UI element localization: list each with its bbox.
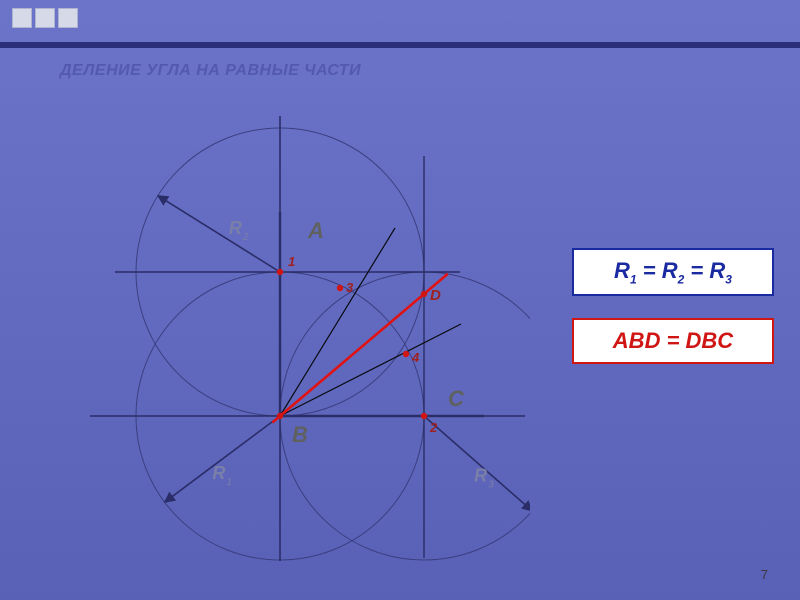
square-icon [35, 8, 55, 28]
svg-text:R: R [474, 465, 487, 485]
formula-radii-equal: R1 = R2 = R3 [572, 248, 774, 296]
svg-text:C: C [448, 386, 465, 411]
decorative-squares [12, 8, 78, 28]
square-icon [12, 8, 32, 28]
divider [0, 42, 800, 48]
svg-text:1: 1 [288, 254, 295, 269]
svg-text:D: D [430, 287, 441, 304]
svg-text:A: A [307, 218, 324, 243]
square-icon [58, 8, 78, 28]
svg-text:2: 2 [242, 232, 249, 243]
svg-text:1: 1 [226, 477, 232, 488]
geometry-figure: ABCD1234R1R2R3 [60, 96, 530, 566]
svg-text:2: 2 [429, 420, 438, 435]
svg-text:3: 3 [346, 280, 354, 295]
svg-text:R: R [229, 218, 242, 238]
svg-text:B: B [292, 422, 308, 447]
formula-angles-equal: ABD = DBC [572, 318, 774, 364]
page-number: 7 [761, 567, 768, 582]
svg-text:4: 4 [411, 350, 420, 365]
svg-text:R: R [212, 463, 225, 483]
slide-title: ДЕЛЕНИЕ УГЛА НА РАВНЫЕ ЧАСТИ [60, 62, 361, 80]
figure-svg: ABCD1234R1R2R3 [60, 96, 530, 566]
svg-text:3: 3 [488, 479, 494, 490]
